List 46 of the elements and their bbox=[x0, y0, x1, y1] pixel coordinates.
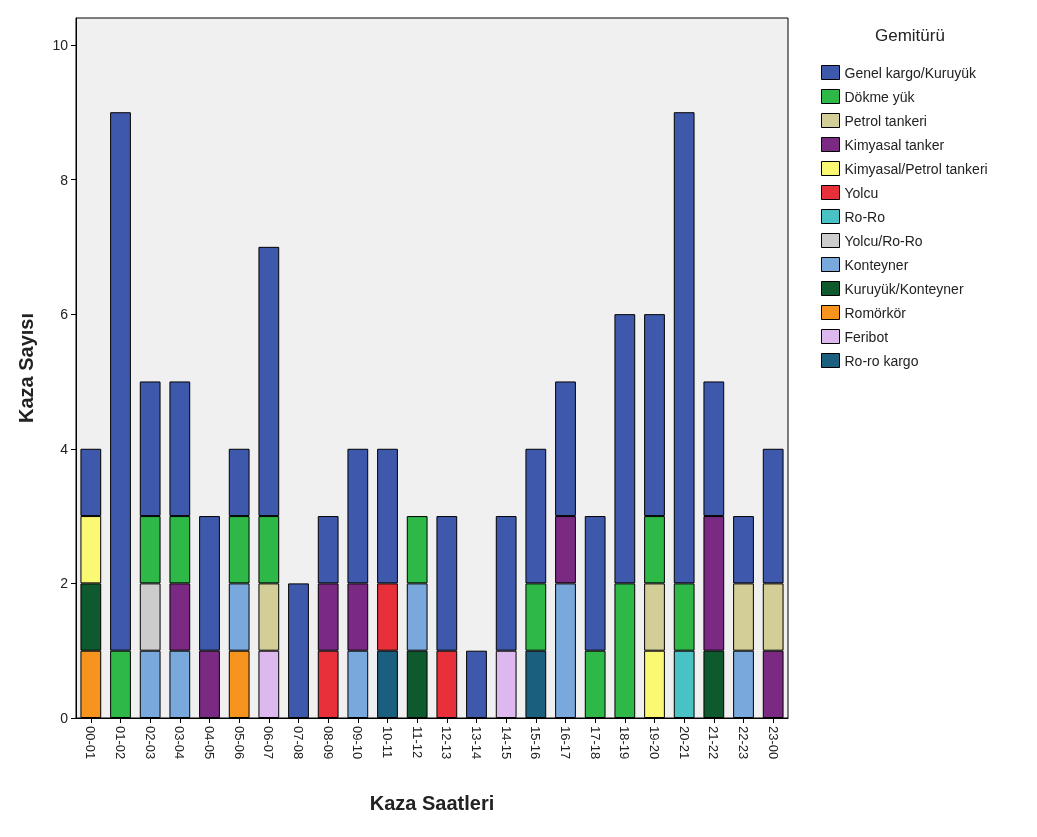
legend-label: Yolcu/Ro-Ro bbox=[844, 232, 923, 249]
legend-label: Feribot bbox=[844, 328, 889, 345]
y-tick-label: 4 bbox=[60, 440, 69, 457]
legend-label: Dökme yük bbox=[844, 88, 916, 105]
x-tick-label: 05-06 bbox=[231, 726, 247, 760]
x-tick-label: 08-09 bbox=[320, 726, 336, 760]
x-tick-label: 13-14 bbox=[469, 726, 484, 760]
legend-title: Gemitürü bbox=[875, 26, 945, 45]
legend-label: Romörkör bbox=[844, 304, 907, 321]
legend-label: Ro-Ro bbox=[844, 208, 886, 225]
x-tick-label: 17-18 bbox=[587, 726, 603, 760]
x-tick-label: 11-12 bbox=[409, 726, 425, 759]
x-tick-label: 04-05 bbox=[202, 726, 217, 760]
x-tick-label: 18-19 bbox=[617, 726, 633, 760]
x-tick-label: 00-01 bbox=[83, 726, 99, 760]
x-tick-label: 10-11 bbox=[380, 726, 395, 759]
legend-label: Ro-ro kargo bbox=[844, 352, 919, 369]
x-tick-label: 20-21 bbox=[676, 726, 692, 760]
y-tick-label: 10 bbox=[52, 36, 69, 53]
legend-label: Kimyasal/Petrol tankeri bbox=[844, 160, 988, 177]
x-tick-label: 07-08 bbox=[291, 726, 306, 760]
legend-label: Kuruyük/Konteyner bbox=[844, 280, 964, 297]
y-tick-label: 8 bbox=[60, 171, 69, 188]
legend-label: Petrol tankeri bbox=[844, 112, 927, 129]
legend-label: Konteyner bbox=[844, 256, 909, 273]
x-tick-label: 22-23 bbox=[736, 726, 751, 760]
legend-label: Genel kargo/Kuruyük bbox=[844, 64, 978, 81]
x-tick-label: 21-22 bbox=[706, 726, 722, 760]
x-tick-label: 15-16 bbox=[528, 726, 544, 760]
y-axis-title: Kaza Sayısı bbox=[15, 312, 37, 424]
y-tick-label: 6 bbox=[60, 306, 69, 323]
x-tick-label: 14-15 bbox=[498, 726, 514, 760]
x-tick-label: 12-13 bbox=[439, 726, 455, 760]
y-tick-label: 0 bbox=[60, 710, 69, 726]
x-tick-label: 19-20 bbox=[647, 726, 662, 760]
x-tick-label: 01-02 bbox=[113, 726, 128, 760]
x-tick-label: 03-04 bbox=[172, 726, 188, 760]
x-tick-label: 06-07 bbox=[261, 726, 277, 760]
x-tick-label: 02-03 bbox=[142, 726, 158, 760]
y-tick-label: 2 bbox=[60, 575, 69, 592]
x-tick-label: 23-00 bbox=[765, 726, 781, 760]
legend-label: Kimyasal tanker bbox=[844, 136, 945, 153]
x-tick-label: 09-10 bbox=[350, 726, 366, 760]
legend-label: Yolcu bbox=[844, 184, 879, 201]
x-axis-title: Kaza Saatleri bbox=[369, 792, 495, 814]
x-tick-label: 16-17 bbox=[558, 726, 573, 760]
